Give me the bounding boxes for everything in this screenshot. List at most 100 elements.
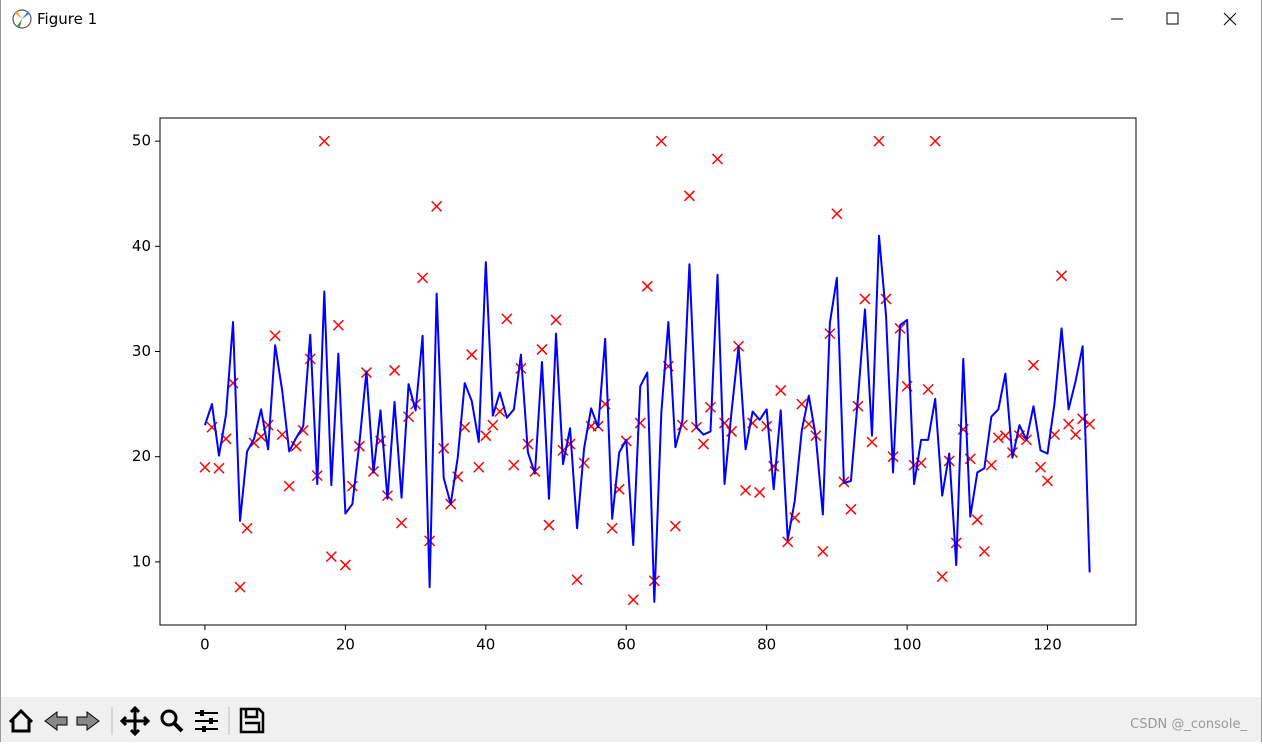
data-marker [845,503,857,515]
title-bar: Figure 1 [1,0,1261,38]
window-controls[interactable] [1101,0,1261,38]
x-tick-label: 120 [1033,636,1062,654]
forward-button[interactable] [76,711,100,731]
data-marker [241,522,253,534]
data-marker [1034,461,1047,473]
data-marker [501,313,513,325]
data-marker [438,442,450,454]
data-marker [985,459,997,471]
toolbar-buttons[interactable] [1,697,281,742]
data-marker [339,559,351,571]
data-marker [543,519,555,531]
data-marker [817,545,829,557]
data-marker [929,135,941,147]
x-tick-label: 80 [757,636,776,654]
data-marker [768,460,780,472]
x-tick-label: 0 [200,636,210,654]
y-tick-label: 50 [132,132,151,150]
zoom-button[interactable] [160,709,178,727]
data-marker [775,384,787,396]
data-marker [697,438,710,450]
data-marker [199,461,211,473]
data-marker [1063,418,1075,430]
data-marker [536,343,548,355]
data-marker [332,319,344,331]
x-tick-label: 40 [476,636,495,654]
save-button[interactable] [239,707,265,734]
data-marker [388,364,401,376]
toolbar: CSDN @_console_ [1,697,1261,742]
watermark: CSDN @_console_ [1130,717,1247,732]
data-marker [304,353,316,365]
data-marker [627,594,639,606]
data-marker [325,551,337,563]
plot-frame [159,117,1137,626]
data-marker [971,514,983,526]
data-marker [403,411,415,423]
home-button[interactable] [8,708,34,733]
data-marker [1070,429,1082,441]
app-icon [12,9,32,29]
data-marker [831,208,843,220]
data-marker [873,135,885,147]
pan-button[interactable] [119,705,151,737]
data-marker [683,190,695,202]
data-marker [213,462,225,474]
data-marker [234,581,246,593]
data-marker [1077,413,1089,425]
data-marker [782,536,794,548]
close[interactable] [1223,12,1237,26]
data-marker [1056,270,1068,282]
data-marker [424,535,436,547]
data-marker [726,425,738,437]
data-marker [992,432,1004,444]
data-marker [431,200,443,212]
data-marker [276,429,288,441]
maximize[interactable] [1166,12,1179,25]
data-marker [578,457,590,469]
data-marker [711,153,724,165]
configure-button[interactable] [195,712,218,730]
data-marker [508,459,520,471]
data-marker [880,293,892,305]
data-marker [859,293,871,305]
data-marker [227,377,239,389]
data-marker [1027,359,1040,371]
data-marker [655,135,667,147]
y-tick-label: 10 [132,552,151,570]
data-marker [796,398,808,410]
data-marker [936,571,948,583]
data-marker [466,349,478,361]
data-marker [1084,418,1096,430]
data-marker [473,461,485,473]
data-marker [719,417,731,429]
data-marker [396,517,408,529]
data-marker [761,420,773,432]
data-marker [866,436,878,448]
data-marker [740,484,752,496]
data-marker [978,545,990,557]
data-line [203,234,1091,603]
data-marker [269,330,281,342]
data-marker [480,430,492,442]
data-marker [676,419,688,431]
data-marker [704,401,717,413]
data-marker [999,430,1011,442]
y-tick-label: 40 [132,237,151,255]
data-marker [754,486,766,498]
x-tick-label: 20 [336,636,355,654]
data-marker [641,280,653,292]
data-marker [922,383,934,395]
data-marker [1041,475,1054,487]
data-marker [297,424,309,436]
x-tick-label: 60 [617,636,636,654]
data-marker [283,480,295,492]
data-marker [417,272,429,284]
y-tick-label: 20 [132,447,151,465]
window-title: Figure 1 [37,10,98,28]
chart: 0 20 40 60 80 100 120 10 20 30 40 50 [132,117,1137,654]
data-marker [634,417,646,429]
back-button[interactable] [44,711,68,731]
data-marker [606,522,618,534]
